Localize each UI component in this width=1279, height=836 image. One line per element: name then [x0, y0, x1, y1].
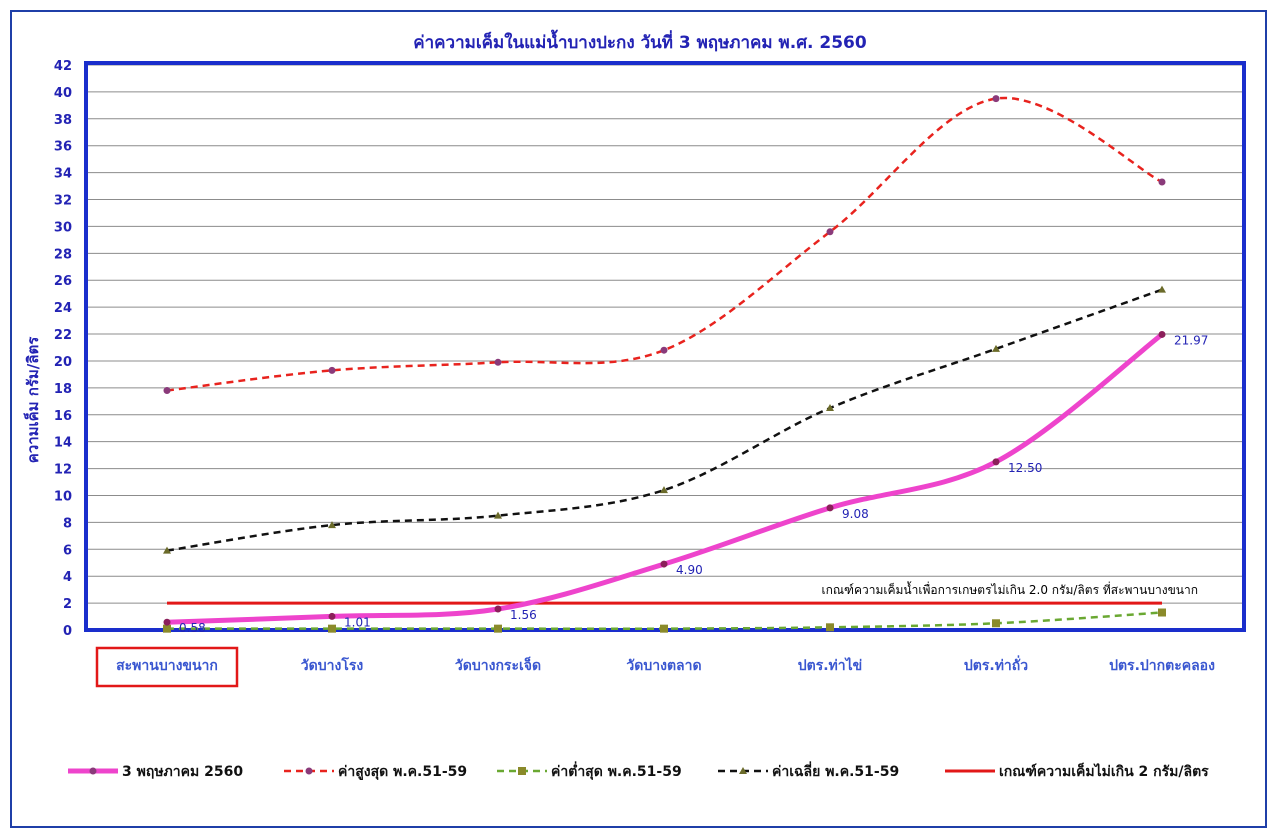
legend: 3 พฤษภาคม 2560 ค่าสูงสุด พ.ค.51-59 ค่าต่ำส… — [68, 761, 1209, 780]
data-point — [660, 560, 668, 568]
x-tick-label: ปตร.ท่าไข่ — [798, 656, 863, 674]
y-tick-label: 4 — [63, 570, 72, 585]
data-point — [826, 404, 834, 412]
data-label: 1.01 — [344, 615, 371, 629]
y-tick-label: 6 — [63, 543, 72, 558]
x-tick-label: วัดบางตลาด — [626, 658, 701, 674]
data-point — [660, 346, 668, 354]
data-point — [494, 358, 502, 366]
y-tick-label: 36 — [54, 140, 72, 155]
data-point — [826, 504, 834, 512]
y-tick-label: 0 — [63, 624, 72, 639]
y-tick-label: 18 — [54, 382, 72, 397]
y-tick-label: 32 — [54, 194, 72, 209]
data-point — [163, 618, 171, 626]
y-tick-label: 8 — [63, 516, 72, 531]
data-label: 12.50 — [1008, 461, 1042, 475]
legend-marker — [89, 767, 97, 775]
data-point — [1158, 285, 1166, 293]
y-tick-label: 12 — [54, 463, 72, 478]
data-point — [992, 95, 1000, 103]
x-tick-label: ปตร.ปากตะคลอง — [1109, 658, 1215, 674]
y-tick-label: 24 — [54, 301, 72, 316]
data-point — [328, 366, 336, 374]
data-point — [1158, 608, 1166, 617]
y-tick-label: 10 — [54, 489, 72, 504]
legend-label: ค่าเฉลี่ย พ.ค.51-59 — [772, 761, 899, 780]
data-label: 21.97 — [1174, 333, 1208, 347]
data-point — [660, 624, 668, 633]
data-point — [163, 387, 171, 395]
x-axis-ticks: สะพานบางขนาก วัดบางโรง วัดบางกระเจ็ด วัดบาง… — [95, 646, 1215, 688]
data-point — [328, 521, 336, 529]
y-tick-label: 30 — [54, 220, 72, 235]
x-tick-label: วัดบางกระเจ็ด — [455, 656, 541, 674]
series-group — [163, 95, 1166, 633]
data-point — [826, 228, 834, 236]
data-point — [163, 624, 171, 633]
chart-frame — [10, 10, 1267, 828]
data-point — [992, 619, 1000, 628]
legend-marker — [305, 767, 313, 775]
data-labels: 0.58 1.01 1.56 4.90 9.08 12.50 21.97 — [179, 333, 1208, 635]
data-point — [328, 624, 336, 633]
data-point — [328, 612, 336, 620]
x-tick-label: วัดบางโรง — [301, 656, 364, 674]
y-tick-label: 14 — [54, 436, 72, 451]
data-point — [1158, 330, 1166, 338]
y-tick-label: 26 — [54, 274, 72, 289]
series-line — [166, 288, 1163, 552]
legend-marker — [739, 767, 747, 774]
series-line — [166, 96, 1163, 392]
y-axis-label: ความเค็ม กรัม/ลิตร — [23, 336, 42, 463]
data-label: 0.58 — [179, 621, 206, 635]
x-tick-label: ปตร.ท่าถั่ว — [964, 655, 1028, 674]
y-tick-label: 2 — [63, 597, 72, 612]
highlight-box — [95, 646, 239, 688]
data-point — [494, 605, 502, 613]
data-point — [1158, 178, 1166, 186]
data-point — [992, 458, 1000, 466]
data-point — [494, 511, 502, 519]
data-point — [826, 623, 834, 632]
data-label: 4.90 — [676, 563, 703, 577]
y-tick-label: 16 — [54, 409, 72, 424]
series-line — [166, 332, 1164, 625]
legend-label: 3 พฤษภาคม 2560 — [122, 764, 243, 780]
legend-label: ค่าต่ำสุด พ.ค.51-59 — [551, 761, 682, 780]
data-point — [494, 624, 502, 633]
data-point — [163, 546, 171, 554]
data-label: 1.56 — [510, 608, 537, 622]
y-tick-label: 34 — [54, 167, 72, 182]
data-point — [992, 344, 1000, 352]
chart-title: ค่าความเค็มในแม่น้ำบางปะกง วันที่ 3 พฤษภ… — [413, 29, 867, 53]
y-tick-label: 42 — [54, 59, 72, 74]
legend-label: เกณฑ์ความเค็มไม่เกิน 2 กรัม/ลิตร — [999, 762, 1209, 780]
legend-label: ค่าสูงสุด พ.ค.51-59 — [338, 764, 467, 780]
threshold-annotation: เกณฑ์ความเค็มน้ำเพื่อการเกษตรไม่เกิน 2.0… — [822, 581, 1199, 597]
y-tick-label: 38 — [54, 113, 72, 128]
y-tick-label: 20 — [54, 355, 72, 370]
x-tick-label: สะพานบางขนาก — [116, 658, 218, 674]
data-label: 9.08 — [842, 507, 869, 521]
plot-area-border — [84, 61, 1246, 632]
y-tick-label: 22 — [54, 328, 72, 343]
legend-marker — [518, 767, 526, 775]
data-point — [660, 486, 668, 494]
y-tick-label: 28 — [54, 247, 72, 262]
y-tick-label: 40 — [54, 86, 72, 101]
